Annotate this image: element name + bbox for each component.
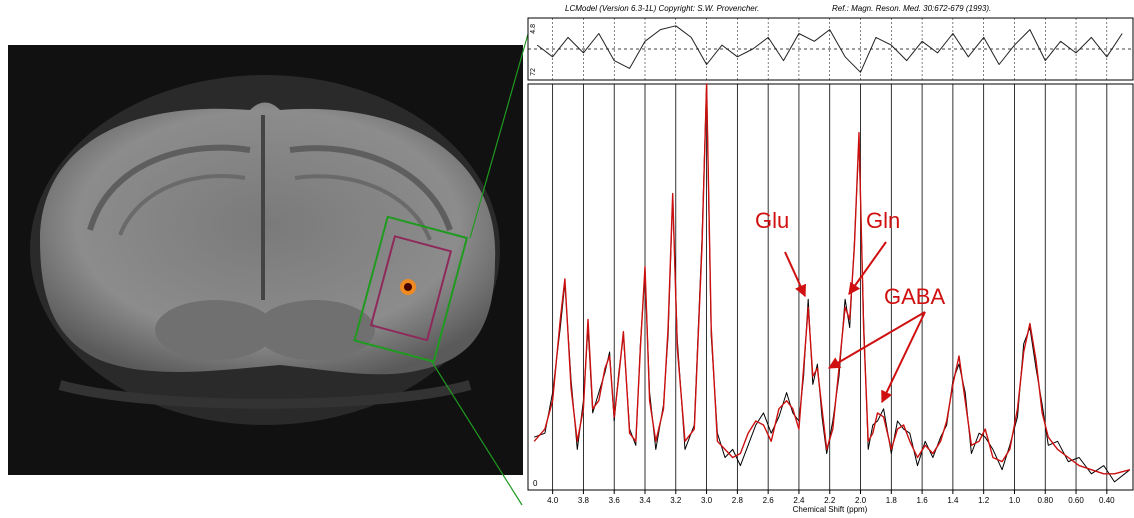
x-tick-label: 0.40 — [1099, 496, 1115, 505]
series-line — [534, 84, 1130, 474]
y-tick-label: 0 — [533, 479, 538, 488]
annotation: Gln — [866, 208, 900, 233]
x-tick-label: 3.6 — [609, 496, 621, 505]
x-tick-label: 1.6 — [917, 496, 929, 505]
x-tick-label: 2.2 — [824, 496, 836, 505]
annotation: Glu — [755, 208, 789, 233]
x-tick-label: 4.0 — [547, 496, 559, 505]
x-tick-label: 1.8 — [886, 496, 898, 505]
x-tick-label: 1.4 — [947, 496, 959, 505]
x-tick-label: 2.4 — [793, 496, 805, 505]
figure-canvas: LCModel (Version 6.3-1L) Copyright: S.W.… — [0, 0, 1134, 518]
figure: LCModel (Version 6.3-1L) Copyright: S.W.… — [0, 0, 1134, 518]
x-tick-label: 3.4 — [639, 496, 651, 505]
mri-image — [8, 45, 523, 475]
header-text: Ref.: Magn. Reson. Med. 30:672-679 (1993… — [832, 4, 991, 13]
voxel-center-dot — [404, 283, 412, 291]
x-tick-label: 3.2 — [670, 496, 682, 505]
x-tick-label: 2.0 — [855, 496, 867, 505]
residual-label: 72 — [530, 68, 537, 76]
spectrum-frame — [528, 84, 1133, 490]
x-tick-label: 3.0 — [701, 496, 713, 505]
header-text: LCModel (Version 6.3-1L) Copyright: S.W.… — [565, 4, 759, 13]
x-tick-label: 1.2 — [978, 496, 990, 505]
x-tick-label: 0.80 — [1037, 496, 1053, 505]
x-axis-label: Chemical Shift (ppm) — [793, 505, 868, 514]
series-line — [534, 84, 1130, 482]
x-tick-label: 1.0 — [1009, 496, 1021, 505]
plot: 4.0 3.8 3.6 3.4 3.2 3.0 2.8 2.6 2.4 2.2 2.0 1.8 1.6 1… — [528, 18, 1133, 505]
residual-label: 4.8 — [530, 24, 537, 34]
x-tick-label: 2.6 — [763, 496, 775, 505]
x-tick-label: 0.60 — [1068, 496, 1084, 505]
annotation: GABA — [884, 284, 945, 309]
x-tick-label: 2.8 — [732, 496, 744, 505]
annotation-arrow — [785, 252, 805, 296]
x-tick-label: 3.8 — [578, 496, 590, 505]
